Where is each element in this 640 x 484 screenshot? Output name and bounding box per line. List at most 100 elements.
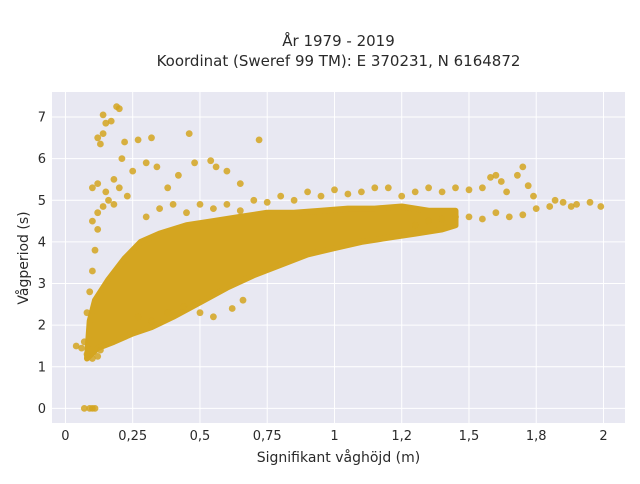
data-point: [411, 188, 419, 196]
data-point: [89, 217, 96, 225]
x-tick-label: 1,8: [526, 429, 547, 444]
data-point: [97, 140, 104, 148]
data-point: [118, 155, 126, 163]
data-point: [384, 184, 392, 192]
chart-title-line-2: Koordinat (Sweref 99 TM): E 370231, N 61…: [157, 52, 521, 70]
data-point: [503, 188, 510, 196]
data-point: [223, 167, 231, 175]
data-point: [89, 267, 96, 275]
data-point: [110, 201, 118, 208]
data-point: [452, 184, 459, 192]
point-cloud: [84, 203, 459, 362]
data-point: [487, 174, 494, 181]
data-point: [497, 178, 505, 185]
data-point: [196, 309, 204, 317]
data-point: [102, 340, 110, 348]
x-tick-label: 0: [61, 429, 69, 444]
x-tick-label: 0,75: [253, 429, 282, 444]
data-point: [277, 192, 285, 200]
data-point: [134, 136, 142, 144]
y-tick-label: 4: [38, 235, 46, 250]
data-point: [72, 342, 80, 350]
data-point: [532, 205, 540, 213]
data-point: [290, 196, 298, 204]
data-point: [191, 159, 199, 167]
y-tick-label: 5: [38, 194, 46, 209]
data-point: [183, 209, 190, 217]
data-point: [479, 215, 486, 223]
data-point: [169, 201, 177, 208]
data-point: [83, 309, 91, 317]
data-point: [107, 117, 115, 125]
data-point: [105, 196, 112, 204]
data-point: [148, 134, 155, 142]
data-point: [94, 209, 102, 217]
y-tick-label: 1: [38, 360, 46, 375]
data-point: [156, 205, 164, 213]
x-tick-label: 1: [330, 429, 338, 444]
data-point: [210, 313, 217, 321]
data-point: [89, 184, 96, 192]
x-tick-labels: 0 0,25 0,5 0,75 1 1,2 1,5 1,8 2: [61, 429, 607, 444]
data-point: [80, 405, 88, 412]
data-point: [317, 192, 325, 200]
data-point: [185, 130, 193, 138]
data-point: [239, 296, 247, 304]
data-point: [236, 180, 244, 188]
data-point: [153, 163, 161, 171]
data-point: [210, 205, 217, 213]
data-point: [465, 186, 473, 194]
data-point: [212, 163, 220, 171]
dense-point-cloud: [84, 203, 459, 362]
data-point: [551, 196, 559, 204]
data-point: [94, 134, 102, 142]
data-point: [80, 338, 88, 346]
data-point: [99, 130, 107, 138]
data-point: [425, 184, 432, 192]
data-point: [263, 198, 271, 206]
data-point: [479, 184, 486, 192]
data-point: [559, 198, 567, 206]
x-tick-label: 1,2: [391, 429, 412, 444]
data-point: [586, 198, 594, 206]
x-tick-label: 1,5: [459, 429, 480, 444]
data-point: [255, 136, 263, 144]
x-tick-label: 2: [599, 429, 607, 444]
y-tick-label: 6: [38, 152, 46, 167]
data-point: [519, 163, 527, 171]
data-point: [83, 350, 91, 358]
data-point: [175, 171, 182, 179]
data-point: [304, 188, 311, 196]
data-point: [91, 405, 99, 412]
y-tick-label: 2: [38, 319, 46, 334]
data-point: [344, 190, 352, 198]
y-tick-label: 3: [38, 277, 46, 292]
data-point: [398, 192, 406, 200]
data-point: [86, 288, 94, 296]
data-point: [99, 111, 107, 119]
data-point: [121, 138, 128, 146]
data-point: [89, 355, 96, 362]
data-point: [207, 157, 215, 165]
data-point: [129, 167, 137, 175]
data-point: [438, 215, 446, 223]
data-point: [425, 217, 432, 225]
data-point: [115, 105, 123, 113]
data-point: [514, 171, 521, 179]
y-tick-label: 0: [38, 402, 46, 417]
data-point: [148, 317, 155, 325]
data-point: [530, 192, 537, 200]
data-point: [142, 159, 150, 167]
data-point: [452, 213, 459, 221]
data-point: [78, 344, 85, 352]
x-axis-title: Signifikant våghöjd (m): [257, 449, 420, 466]
data-point: [196, 201, 204, 208]
data-point: [110, 176, 118, 183]
data-point: [597, 203, 605, 210]
data-point: [465, 213, 473, 221]
data-point: [331, 186, 338, 194]
data-point: [180, 303, 188, 310]
x-tick-label: 0,5: [190, 429, 211, 444]
data-point: [573, 201, 580, 208]
